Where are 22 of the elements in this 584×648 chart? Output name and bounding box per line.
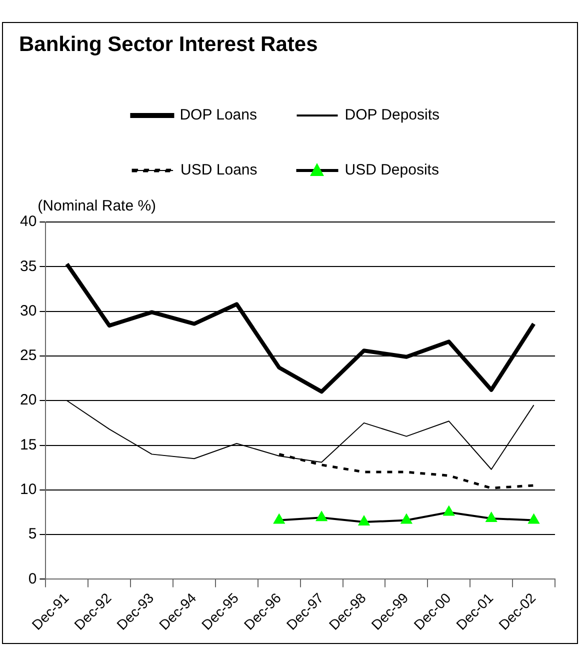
chart-title: Banking Sector Interest Rates	[19, 33, 318, 57]
y-tick-label: 35	[20, 258, 37, 275]
legend-label: USD Deposits	[344, 162, 439, 179]
point	[400, 513, 413, 524]
legend-label: USD Loans	[180, 162, 258, 179]
point	[273, 513, 286, 524]
y-tick-label: 30	[20, 302, 37, 320]
y-tick-label: 5	[28, 526, 37, 543]
y-tick-label: 40	[20, 213, 37, 230]
y-tick-label: 20	[20, 392, 37, 409]
point	[316, 510, 328, 522]
legend-label: DOP Deposits	[344, 106, 440, 124]
point	[485, 511, 498, 522]
legend-label: DOP Loans	[180, 106, 257, 124]
point	[442, 505, 455, 516]
y-tick-label: 0	[28, 570, 37, 588]
point	[358, 515, 370, 526]
y-tick-label: 15	[20, 436, 37, 454]
y-tick-label: 25	[20, 347, 37, 364]
y-tick-label: 10	[20, 481, 37, 498]
y-axis-title: (Nominal Rate %)	[38, 198, 156, 215]
point	[528, 513, 540, 524]
